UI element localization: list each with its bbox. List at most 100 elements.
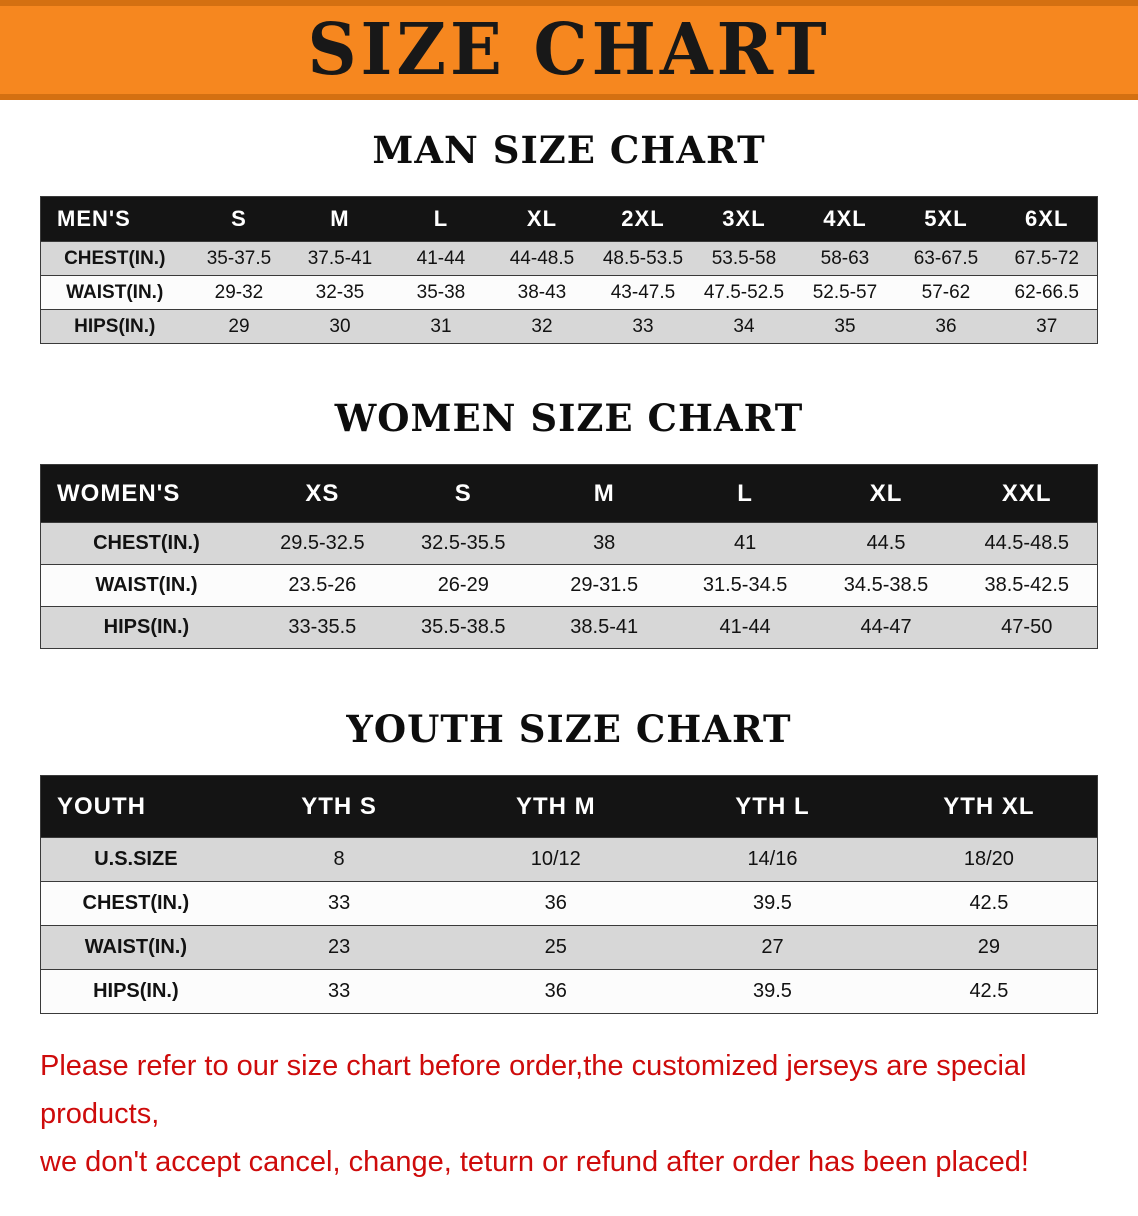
youth-size-table: YOUTH YTH S YTH M YTH L YTH XL U.S.SIZE 8 10/12… [40, 775, 1098, 1014]
size-column-header: L [390, 196, 492, 242]
disclaimer: Please refer to our size chart before or… [40, 1042, 1100, 1186]
size-value: 32-35 [289, 275, 391, 310]
women-size-table: WOMEN'S XS S M L XL XXL CHEST(IN.) 29.5-32.5 32.5… [40, 464, 1098, 649]
size-value: 29 [880, 925, 1098, 970]
size-column-header: XS [251, 464, 393, 523]
men-section-heading: MAN SIZE CHART [372, 128, 766, 172]
men-size-section: MAN SIZE CHART MEN'S S M L XL 2XL 3XL 4XL 5XL 6XL… [0, 128, 1138, 344]
size-value: 57-62 [895, 275, 997, 310]
size-value: 41-44 [390, 241, 492, 276]
row-label: CHEST(IN.) [40, 241, 189, 276]
size-value: 29 [188, 309, 290, 344]
table-row: HIPS(IN.) 33 36 39.5 42.5 [40, 969, 1098, 1014]
size-value: 27 [664, 925, 881, 970]
size-value: 39.5 [664, 969, 881, 1014]
page-title: SIZE CHART [307, 8, 831, 92]
size-value: 34 [693, 309, 795, 344]
banner: SIZE CHART [0, 0, 1138, 100]
size-value: 34.5-38.5 [815, 564, 957, 607]
size-value: 41 [674, 522, 816, 565]
size-value: 43-47.5 [592, 275, 694, 310]
size-value: 42.5 [880, 881, 1098, 926]
men-size-table: MEN'S S M L XL 2XL 3XL 4XL 5XL 6XL CHEST(IN.) 35-37… [40, 196, 1098, 344]
youth-section-heading: YOUTH SIZE CHART [346, 707, 792, 751]
size-value: 36 [447, 881, 665, 926]
size-value: 39.5 [664, 881, 881, 926]
table-row: CHEST(IN.) 33 36 39.5 42.5 [40, 881, 1098, 926]
size-value: 31.5-34.5 [674, 564, 816, 607]
size-value: 33 [230, 969, 448, 1014]
size-column-header: XL [491, 196, 593, 242]
size-value: 47-50 [956, 606, 1098, 649]
table-row: WAIST(IN.) 23.5-26 26-29 29-31.5 31.5-34.5 34… [40, 564, 1098, 607]
size-value: 36 [447, 969, 665, 1014]
size-column-header: YTH S [230, 775, 448, 838]
size-column-header: M [289, 196, 391, 242]
youth-size-section: YOUTH SIZE CHART YOUTH YTH S YTH M YTH L YTH… [0, 707, 1138, 1014]
row-label: HIPS(IN.) [40, 309, 189, 344]
row-label: HIPS(IN.) [40, 969, 231, 1014]
size-value: 62-66.5 [996, 275, 1098, 310]
disclaimer-line-1: Please refer to our size chart before or… [40, 1050, 1027, 1130]
table-row: CHEST(IN.) 35-37.5 37.5-41 41-44 44-48.5 48.5… [40, 241, 1098, 276]
size-column-header: 6XL [996, 196, 1098, 242]
size-value: 29.5-32.5 [251, 522, 393, 565]
size-value: 38.5-42.5 [956, 564, 1098, 607]
size-value: 44.5-48.5 [956, 522, 1098, 565]
row-label: WAIST(IN.) [40, 564, 252, 607]
disclaimer-line-2: we don't accept cancel, change, teturn o… [40, 1146, 1029, 1178]
row-label: U.S.SIZE [40, 837, 231, 882]
size-column-header: 4XL [794, 196, 896, 242]
size-value: 10/12 [447, 837, 665, 882]
size-value: 35-38 [390, 275, 492, 310]
table-row: HIPS(IN.) 33-35.5 35.5-38.5 38.5-41 41-44 44-… [40, 606, 1098, 649]
size-value: 25 [447, 925, 665, 970]
size-value: 31 [390, 309, 492, 344]
table-header-row: YOUTH YTH S YTH M YTH L YTH XL [40, 775, 1098, 838]
size-value: 42.5 [880, 969, 1098, 1014]
size-value: 37 [996, 309, 1098, 344]
size-value: 52.5-57 [794, 275, 896, 310]
size-value: 44-47 [815, 606, 957, 649]
size-value: 26-29 [392, 564, 534, 607]
size-value: 67.5-72 [996, 241, 1098, 276]
size-value: 33 [230, 881, 448, 926]
size-value: 48.5-53.5 [592, 241, 694, 276]
women-section-heading: WOMEN SIZE CHART [334, 396, 804, 440]
size-value: 47.5-52.5 [693, 275, 795, 310]
size-value: 44.5 [815, 522, 957, 565]
size-value: 37.5-41 [289, 241, 391, 276]
row-label: WAIST(IN.) [40, 275, 189, 310]
size-value: 63-67.5 [895, 241, 997, 276]
size-value: 23.5-26 [251, 564, 393, 607]
size-value: 14/16 [664, 837, 881, 882]
size-value: 35-37.5 [188, 241, 290, 276]
table-row: HIPS(IN.) 29 30 31 32 33 34 35 36 37 [40, 309, 1098, 344]
table-title-cell: YOUTH [40, 775, 231, 838]
size-column-header: M [533, 464, 675, 523]
size-value: 41-44 [674, 606, 816, 649]
size-value: 35.5-38.5 [392, 606, 534, 649]
size-column-header: S [188, 196, 290, 242]
size-value: 32 [491, 309, 593, 344]
size-value: 53.5-58 [693, 241, 795, 276]
table-header-row: MEN'S S M L XL 2XL 3XL 4XL 5XL 6XL [40, 196, 1098, 242]
row-label: CHEST(IN.) [40, 522, 252, 565]
row-label: WAIST(IN.) [40, 925, 231, 970]
table-title-cell: MEN'S [40, 196, 189, 242]
size-value: 58-63 [794, 241, 896, 276]
table-header-row: WOMEN'S XS S M L XL XXL [40, 464, 1098, 523]
size-column-header: 2XL [592, 196, 694, 242]
size-column-header: S [392, 464, 534, 523]
size-value: 30 [289, 309, 391, 344]
size-value: 38-43 [491, 275, 593, 310]
size-column-header: XL [815, 464, 957, 523]
size-column-header: YTH M [447, 775, 665, 838]
size-column-header: XXL [956, 464, 1098, 523]
row-label: CHEST(IN.) [40, 881, 231, 926]
table-row: WAIST(IN.) 23 25 27 29 [40, 925, 1098, 970]
size-value: 33-35.5 [251, 606, 393, 649]
size-value: 29-32 [188, 275, 290, 310]
size-value: 36 [895, 309, 997, 344]
